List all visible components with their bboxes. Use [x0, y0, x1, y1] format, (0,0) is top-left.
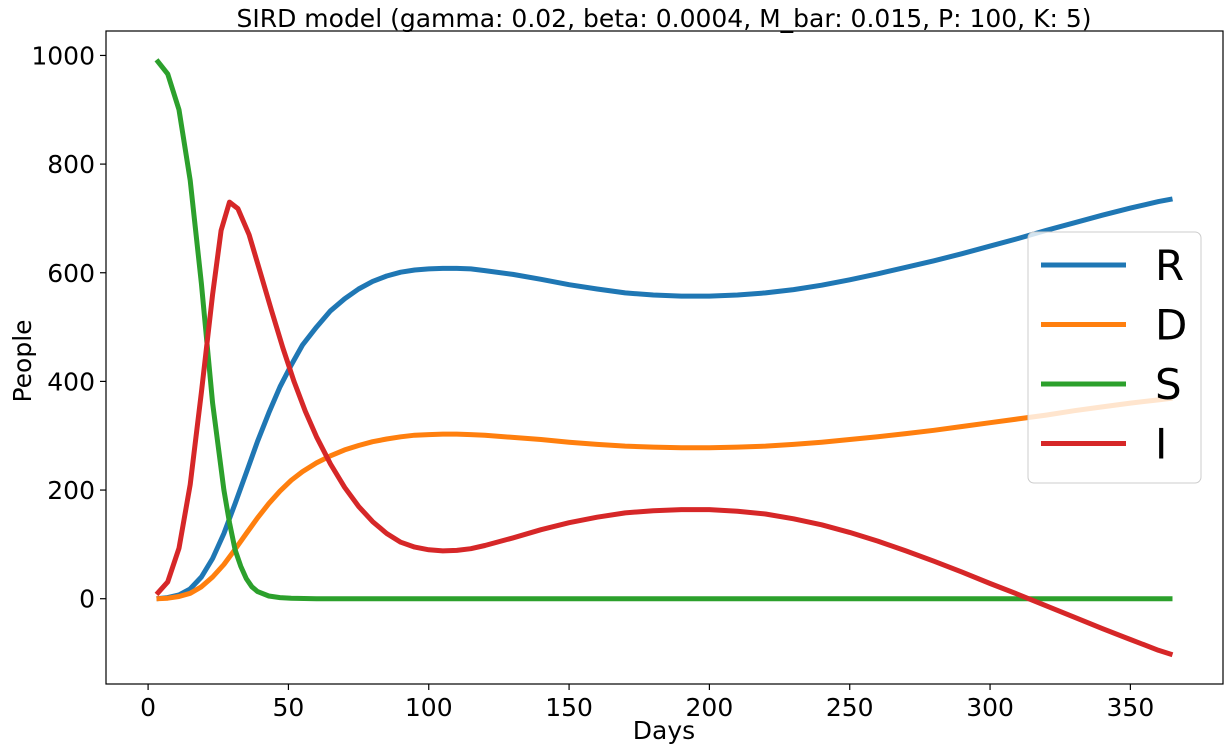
series-line-i: [154, 199, 1174, 658]
series-line-r: [156, 196, 1173, 602]
x-tick-label: 350: [1107, 693, 1155, 722]
x-axis: 0 50 100 150 200 250 300 350: [140, 684, 1154, 722]
y-tick-label: 200: [47, 476, 95, 505]
y-tick-label: 400: [47, 367, 95, 396]
legend-label-r: R: [1155, 241, 1184, 290]
chart-title: SIRD model (gamma: 0.02, beta: 0.0004, M…: [236, 4, 1091, 33]
y-tick-label: 600: [47, 259, 95, 288]
y-tick-label: 800: [47, 150, 95, 179]
x-tick-label: 250: [826, 693, 874, 722]
x-tick-label: 0: [140, 693, 156, 722]
legend-label-d: D: [1155, 301, 1187, 350]
legend-label-i: I: [1155, 420, 1167, 469]
x-axis-label: Days: [633, 716, 695, 745]
y-tick-label: 0: [79, 585, 95, 614]
y-tick-label: 1000: [31, 41, 95, 70]
x-tick-label: 50: [273, 693, 305, 722]
legend-label-s: S: [1155, 360, 1182, 409]
series-line-s: [154, 58, 1173, 602]
legend-box: [1027, 231, 1202, 484]
plot-frame: [105, 30, 1224, 685]
x-tick-label: 100: [405, 693, 453, 722]
x-tick-label: 200: [686, 693, 734, 722]
x-tick-label: 300: [966, 693, 1014, 722]
series-line-d: [156, 395, 1173, 602]
y-axis-label: People: [8, 319, 37, 402]
series-layer: [154, 58, 1174, 658]
y-axis: 0 200 400 600 800 1000: [31, 41, 106, 614]
x-tick-label: 150: [545, 693, 593, 722]
